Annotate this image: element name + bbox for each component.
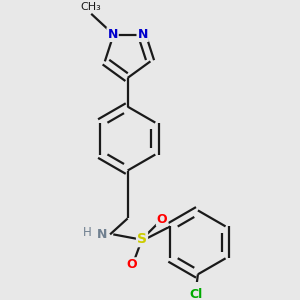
Text: O: O <box>126 258 137 271</box>
Text: N: N <box>137 28 148 41</box>
Text: O: O <box>157 213 167 226</box>
Text: S: S <box>137 232 147 246</box>
Text: Cl: Cl <box>190 288 203 300</box>
Text: N: N <box>107 28 118 41</box>
Text: N: N <box>97 228 107 241</box>
Text: H: H <box>83 226 92 239</box>
Text: CH₃: CH₃ <box>81 2 102 12</box>
